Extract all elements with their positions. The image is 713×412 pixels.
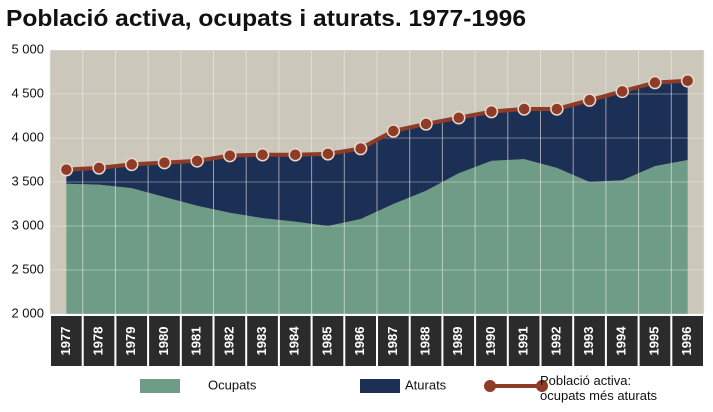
year-box	[443, 316, 475, 366]
year-box	[606, 316, 638, 366]
line-marker	[353, 141, 368, 156]
legend-label: Aturats	[405, 377, 447, 392]
line-marker	[419, 117, 433, 131]
x-tick-label: 1984	[287, 326, 302, 356]
y-tick-label: 2 000	[11, 305, 44, 320]
year-box	[476, 316, 507, 366]
legend-swatch	[140, 379, 180, 393]
year-box	[83, 316, 115, 366]
y-tick-label: 3 500	[11, 173, 44, 188]
year-box	[279, 316, 311, 366]
line-marker	[648, 75, 662, 90]
chart-title: Població activa, ocupats i aturats. 1977…	[6, 5, 526, 31]
x-tick-label: 1983	[254, 327, 269, 356]
legend-label: Població activa: ocupats més aturats	[540, 373, 658, 403]
year-box	[508, 316, 540, 366]
x-tick-label: 1985	[319, 327, 334, 356]
year-box	[672, 316, 703, 366]
line-marker	[157, 155, 172, 170]
line-marker	[484, 104, 499, 119]
x-tick-label: 1982	[221, 327, 236, 356]
line-marker	[255, 147, 270, 162]
x-tick-label: 1979	[123, 327, 138, 356]
year-box	[181, 316, 213, 366]
x-tick-label: 1994	[614, 326, 629, 356]
line-marker	[190, 154, 204, 168]
year-box	[214, 316, 246, 366]
legend-label: Ocupats	[208, 377, 257, 392]
x-tick-label: 1989	[450, 327, 465, 356]
x-tick-label: 1980	[156, 327, 171, 356]
y-tick-label: 5 000	[11, 41, 44, 56]
year-box	[51, 316, 82, 366]
year-box	[639, 316, 671, 366]
x-tick-label: 1988	[417, 327, 432, 356]
y-tick-label: 4 500	[11, 85, 44, 100]
line-marker	[223, 148, 237, 163]
legend-marker	[484, 380, 496, 392]
legend-swatch	[360, 379, 400, 393]
line-marker	[452, 111, 466, 125]
y-tick-label: 2 500	[11, 261, 44, 276]
x-tick-label: 1987	[385, 327, 400, 356]
x-tick-label: 1991	[516, 327, 531, 356]
x-tick-label: 1978	[90, 327, 105, 356]
line-marker	[517, 102, 531, 116]
x-tick-label: 1977	[58, 327, 73, 356]
y-tick-label: 4 000	[11, 129, 44, 144]
line-marker	[92, 161, 106, 175]
year-box	[312, 316, 344, 366]
line-marker	[288, 147, 302, 162]
line-marker	[680, 74, 695, 88]
x-tick-label: 1992	[548, 327, 563, 356]
year-box	[574, 316, 605, 366]
year-box	[541, 316, 573, 366]
x-tick-label: 1990	[483, 327, 498, 356]
line-marker	[615, 84, 629, 99]
line-marker	[582, 93, 597, 107]
line-marker	[321, 147, 335, 161]
year-box	[247, 316, 278, 366]
year-box	[345, 316, 376, 366]
year-box	[410, 316, 442, 366]
x-tick-label: 1993	[581, 327, 596, 356]
line-marker	[59, 162, 74, 177]
x-tick-label: 1996	[679, 327, 694, 356]
year-box	[116, 316, 148, 366]
year-box	[378, 316, 409, 366]
y-tick-label: 3 000	[11, 217, 44, 232]
line-marker	[386, 124, 401, 138]
x-tick-label: 1981	[189, 327, 204, 356]
x-tick-label: 1995	[646, 327, 661, 356]
x-tick-label: 1986	[352, 327, 367, 356]
line-marker	[125, 157, 139, 172]
legend-marker	[536, 380, 548, 392]
year-box	[149, 316, 180, 366]
line-marker	[550, 102, 564, 116]
